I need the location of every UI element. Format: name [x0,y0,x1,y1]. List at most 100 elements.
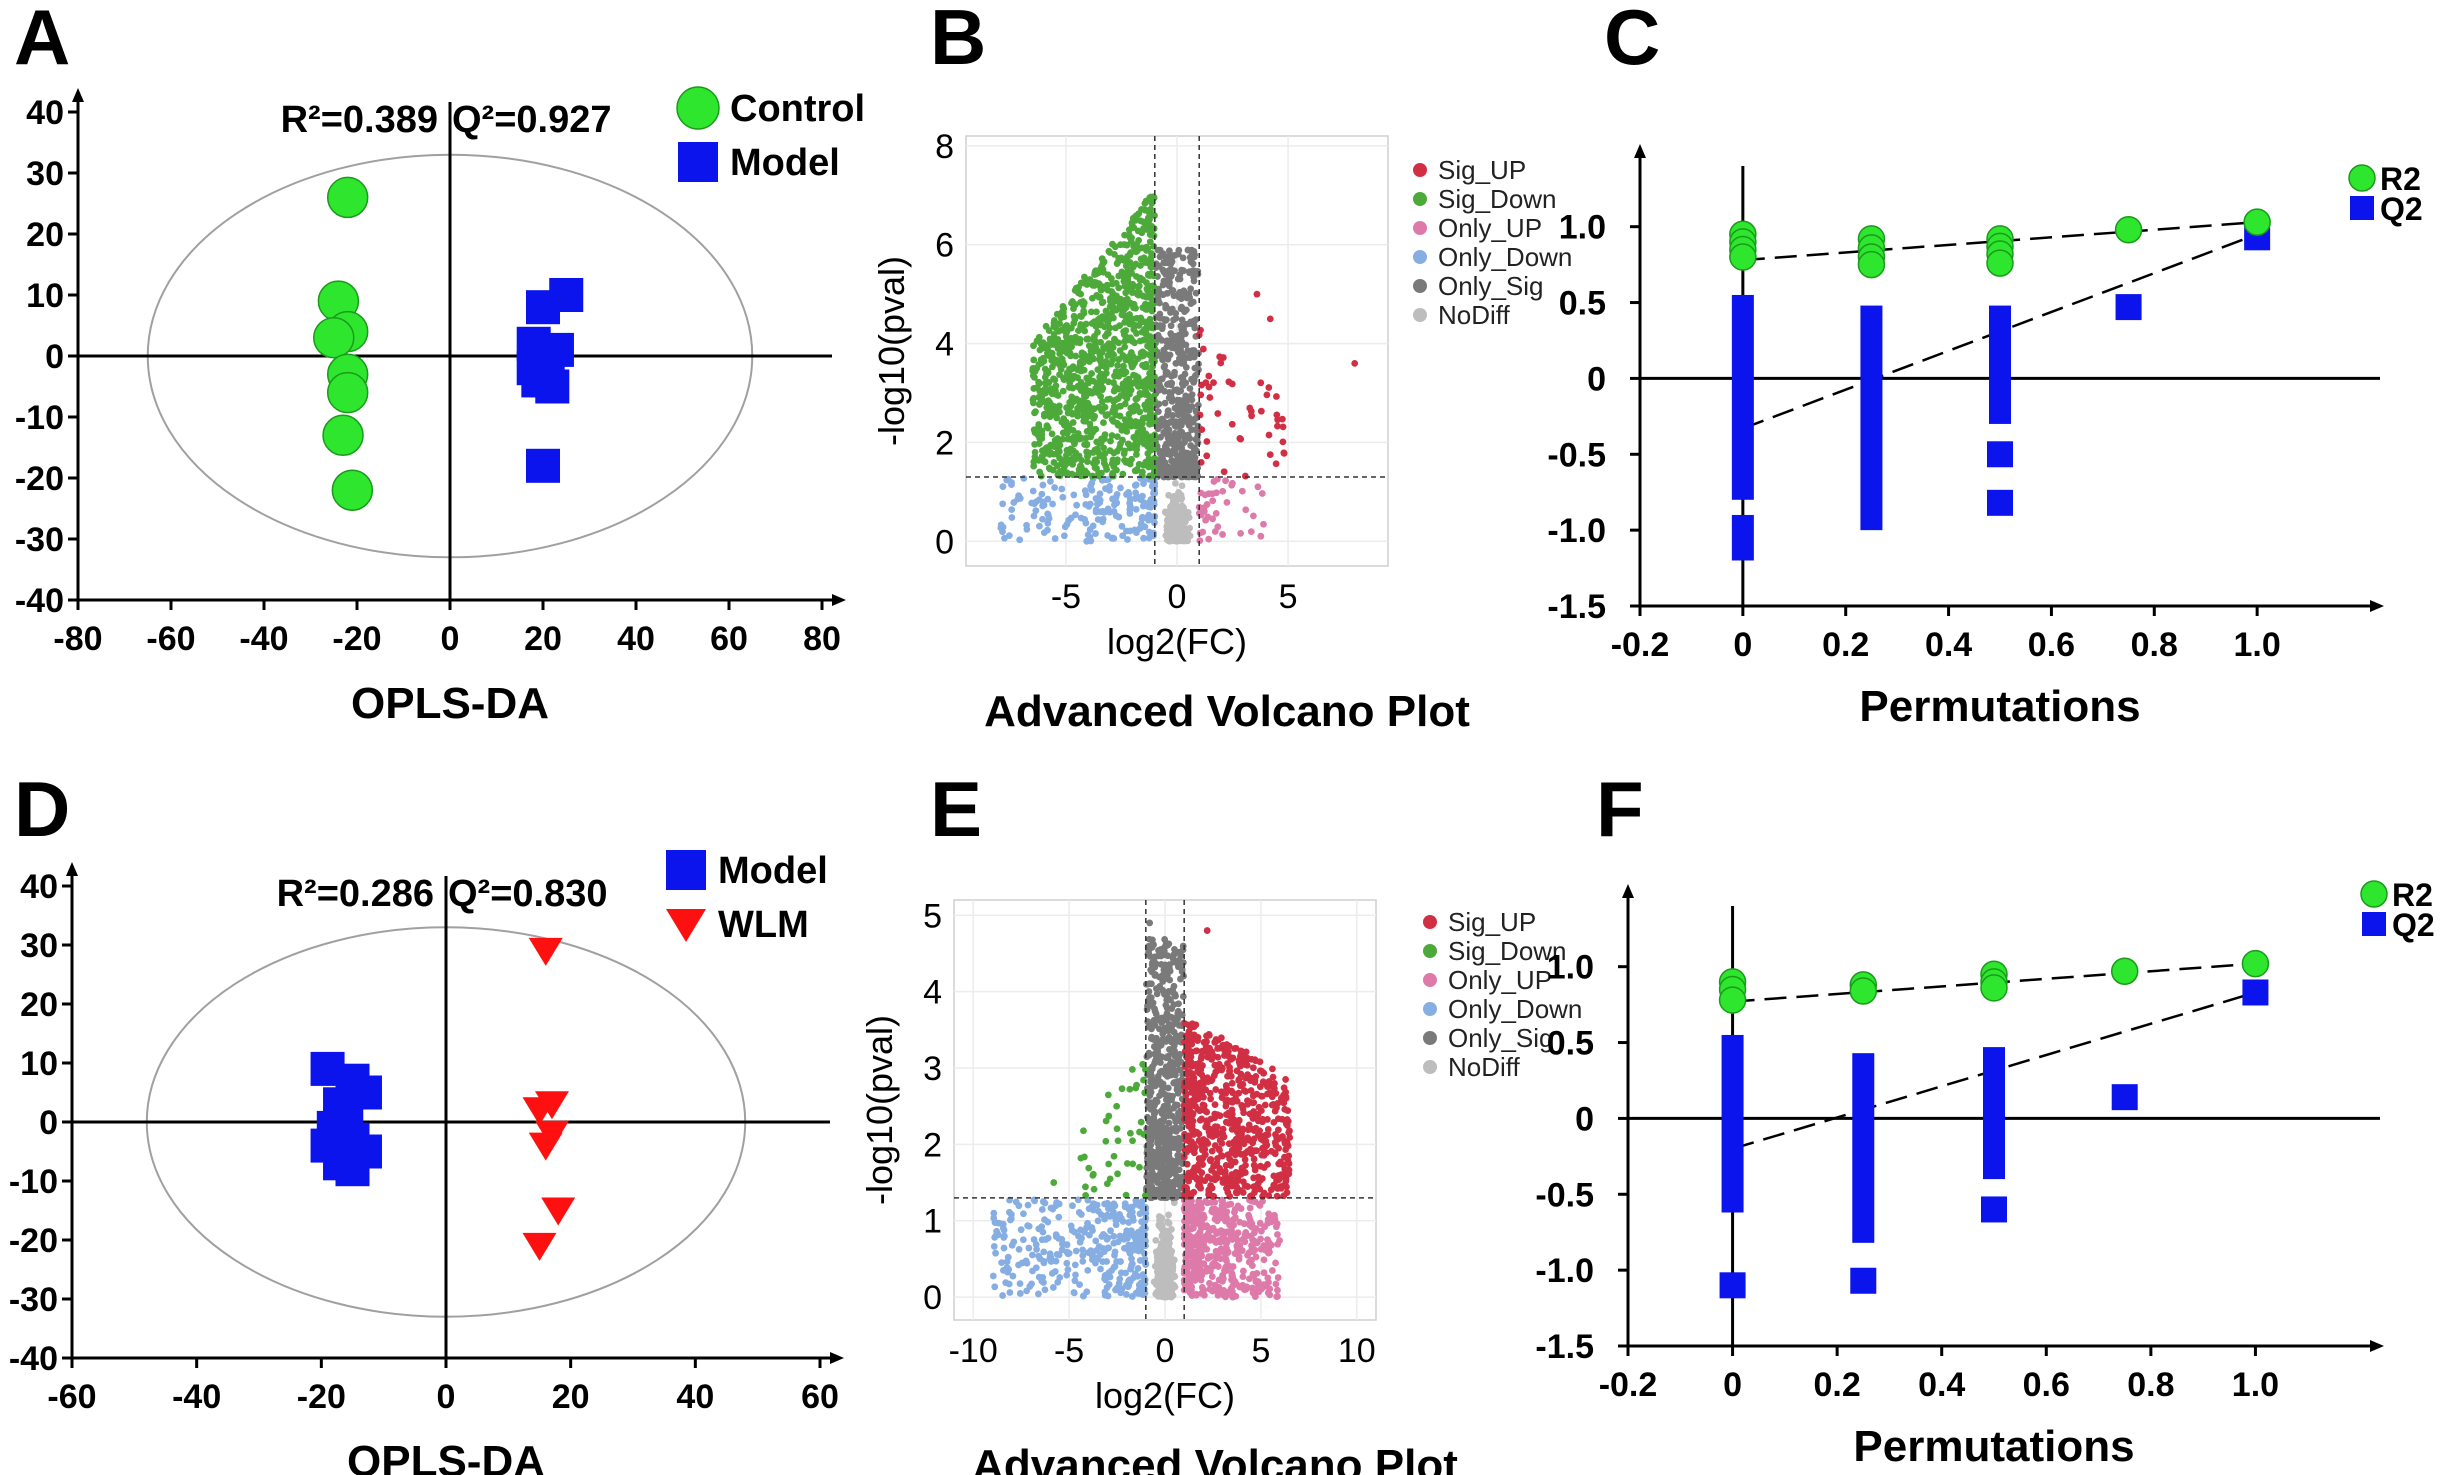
volcano-point-sig_down [1130,243,1138,250]
volcano-point-only_down [1125,1219,1133,1226]
volcano-point-only_down [1004,1253,1012,1261]
volcano-point-only_sig [1163,337,1170,345]
volcano-point-sig_down [1125,375,1133,383]
volcano-point-nodiff [1158,1232,1166,1240]
volcano-point-sig_down [1066,379,1074,387]
volcano-point-only_up [1196,537,1204,544]
volcano-point-only_sig [1154,1076,1162,1084]
volcano-point-nodiff [1167,537,1174,545]
volcano-point-only_down [1023,1287,1031,1295]
volcano-point-sig_up [1244,1147,1251,1155]
volcano-point-only_down [1136,1210,1144,1218]
volcano-point-only_up [1235,1253,1243,1260]
volcano-point-sig_down [1080,384,1088,392]
volcano-point-sig_up [1203,438,1211,445]
volcano-point-sig_down [1131,339,1138,347]
volcano-point-sig_up [1203,1108,1211,1116]
volcano-point-only_down [1007,1215,1015,1223]
volcano-point-sig_down [1123,395,1131,402]
volcano-point-only_down [1038,490,1046,498]
data-point-control [322,414,364,457]
volcano-point-only_sig [1187,285,1195,293]
y-tick-label: -10 [9,1163,58,1201]
volcano-point-sig_down [1036,434,1044,442]
legend-marker-sig_up [1413,163,1427,177]
volcano-point-sig_down [1113,1125,1121,1133]
y-axis-label: -log10(pval) [871,256,912,446]
volcano-point-sig_up [1228,1079,1236,1087]
volcano-point-sig_down [1097,284,1105,292]
volcano-point-sig_down [1048,390,1056,398]
volcano-point-only_up [1260,1245,1268,1252]
volcano-point-only_up [1227,1200,1235,1208]
y-tick-label: -20 [15,460,64,498]
volcano-point-sig_down [1142,304,1150,312]
volcano-point-only_down [1073,501,1081,509]
volcano-point-sig_down [1096,356,1103,364]
volcano-point-only_sig [1179,461,1187,469]
x-tick-label: -20 [297,1378,346,1416]
volcano-point-sig_up [1184,1076,1191,1084]
volcano-point-sig_down [1048,357,1056,364]
volcano-point-only_sig [1151,1118,1159,1126]
y-tick-label: -30 [15,521,64,559]
volcano-point-only_sig [1164,1102,1172,1110]
volcano-point-sig_down [1114,1170,1121,1178]
volcano-point-sig_up [1248,412,1255,420]
volcano-point-only_sig [1168,1112,1176,1120]
volcano-point-sig_up [1277,1094,1285,1102]
volcano-point-only_down [1039,515,1046,523]
volcano-point-sig_down [1039,354,1047,362]
volcano-point-only_sig [1168,1096,1176,1104]
volcano-point-only_up [1190,1272,1198,1279]
volcano-point-only_sig [1185,452,1193,460]
x-tick-label: -40 [172,1378,221,1416]
volcano-point-nodiff [1165,521,1173,529]
volcano-point-only_down [1071,1277,1079,1285]
volcano-point-only_sig [1169,287,1177,294]
volcano-point-only_down [1080,1292,1087,1300]
y-tick-label: -1.5 [1547,588,1606,626]
volcano-point-only_down [1110,535,1118,542]
volcano-point-sig_up [1214,410,1222,417]
x-tick-label: 60 [801,1378,839,1416]
volcano-point-only_sig [1154,425,1162,433]
y-tick-label: 0 [39,1104,58,1142]
volcano-point-sig_down [1139,348,1147,356]
volcano-point-only_down [1045,515,1053,522]
volcano-point-sig_down [1137,262,1144,269]
volcano-point-only_sig [1178,266,1186,274]
data-point-q2 [1987,489,2013,516]
volcano-point-sig_down [1130,326,1138,333]
volcano-point-nodiff [1165,1245,1173,1253]
volcano-point-sig_down [1100,419,1107,427]
volcano-point-sig_down [1122,327,1130,334]
volcano-point-sig_down [1121,304,1129,312]
volcano-point-only_down [1067,514,1075,522]
volcano-point-sig_down [1138,229,1146,237]
volcano-point-only_down [1041,1286,1049,1294]
legend-label-only_up: Only_UP [1438,213,1542,243]
volcano-point-only_sig [1186,349,1194,357]
data-point-model [535,369,570,404]
volcano-point-sig_down [1045,379,1053,386]
volcano-point-sig_down [1148,222,1156,230]
volcano-point-only_sig [1162,1175,1170,1183]
volcano-point-only_sig [1170,982,1178,990]
volcano-point-only_up [1205,1253,1213,1260]
volcano-point-only_down [1059,493,1067,501]
volcano-point-only_down [1147,496,1155,503]
volcano-point-sig_up [1217,359,1225,367]
data-point-q2 [1987,441,2013,468]
volcano-point-only_up [1205,490,1213,498]
volcano-point-sig_down [1133,442,1141,450]
volcano-point-sig_down [1091,464,1099,471]
volcano-point-only_sig [1176,959,1184,967]
volcano-point-sig_up [1235,1089,1243,1097]
volcano-point-sig_down [1109,314,1117,322]
volcano-point-notable [1253,290,1261,298]
volcano-point-sig_down [1113,1102,1121,1110]
volcano-point-sig_down [1104,1091,1112,1099]
volcano-point-sig_down [1127,268,1135,276]
volcano-point-only_sig [1143,1053,1151,1061]
